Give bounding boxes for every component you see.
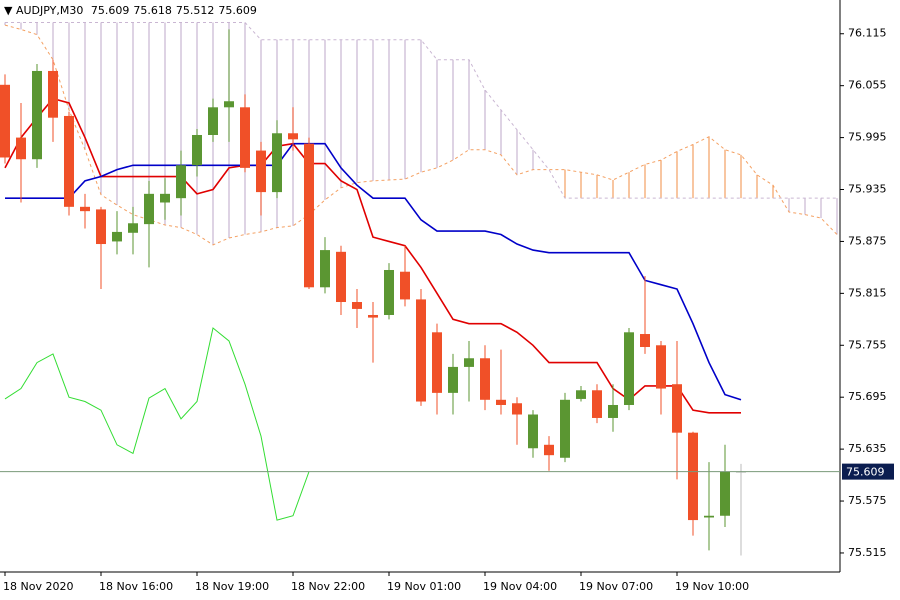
candle-body [656,345,666,389]
low-value: 75.512 [175,4,215,17]
candle-body [704,515,714,518]
candle-body [432,332,442,393]
candle-body [400,271,410,300]
y-tick-label: 75.875 [848,234,887,247]
price-label-box [842,463,894,480]
candle-body [304,143,314,288]
candle-body [448,366,458,393]
x-tick-label: 18 Nov 16:00 [99,580,173,593]
candle-body [160,193,170,203]
candle-body [560,399,570,458]
y-tick-label: 75.815 [848,286,887,299]
candle-body [96,209,106,245]
y-tick-label: 75.695 [848,390,887,403]
y-tick-label: 75.755 [848,338,887,351]
y-tick-label: 75.935 [848,183,887,196]
price-label: 75.609 [846,466,885,479]
candle-body [320,250,330,288]
candle-body [464,358,474,367]
candle-body [512,403,522,415]
candle-body [528,414,538,449]
candle-body [416,299,426,402]
chart-header: ▼ AUDJPY,M30 75.609 75.618 75.512 75.609 [4,4,261,17]
x-tick-label: 18 Nov 19:00 [195,580,269,593]
candle-body [128,223,138,233]
candle-body [80,206,90,212]
open-value: 75.609 [90,4,130,17]
x-tick-label: 19 Nov 01:00 [387,580,461,593]
candle-body [48,70,58,118]
candle-body [496,399,506,405]
senkou-span-b [5,21,837,199]
candle-body [224,101,234,108]
y-tick-label: 75.635 [848,442,887,455]
close-value: 75.609 [218,4,257,17]
chikou-span [4,327,310,521]
y-tick-label: 75.575 [848,494,887,507]
candle-body [144,193,154,225]
candle-body [480,358,490,400]
candle-body [256,150,266,193]
candle-body [640,334,650,348]
x-tick-label: 19 Nov 10:00 [675,580,749,593]
candle-body [672,384,682,433]
symbol: AUDJPY,M30 [15,4,84,17]
candle-body [208,107,218,135]
candle-body [368,314,378,318]
candle-body [336,251,346,303]
candle-body [32,70,42,160]
x-tick-label: 19 Nov 04:00 [483,580,557,593]
y-tick-label: 75.995 [848,131,887,144]
candle-body [576,390,586,399]
candle-body [240,107,250,168]
x-tick-label: 18 Nov 2020 [3,580,73,593]
candle-body [0,84,10,158]
candle-body [720,471,730,516]
candle-body [64,115,74,207]
candle-body [688,432,698,521]
candle-body [544,444,554,456]
candle-body [16,137,26,160]
candle-body [112,231,122,242]
indicator-line [4,97,741,414]
x-tick-label: 18 Nov 22:00 [291,580,365,593]
candle-body [176,165,186,199]
y-tick-label: 76.055 [848,79,887,92]
candle-body [384,269,394,315]
candle-body [608,404,618,418]
candle-body [272,133,282,193]
candle-body [592,390,602,418]
candle-body [288,133,298,140]
x-tick-label: 19 Nov 07:00 [579,580,653,593]
y-tick-label: 75.515 [848,546,887,559]
senkou-span-a [4,24,838,246]
indicator-line [5,142,742,401]
candle-body [192,134,202,166]
high-value: 75.618 [133,4,172,17]
y-tick-label: 76.115 [848,27,887,40]
candle-body [352,302,362,309]
candle-body [624,332,634,405]
